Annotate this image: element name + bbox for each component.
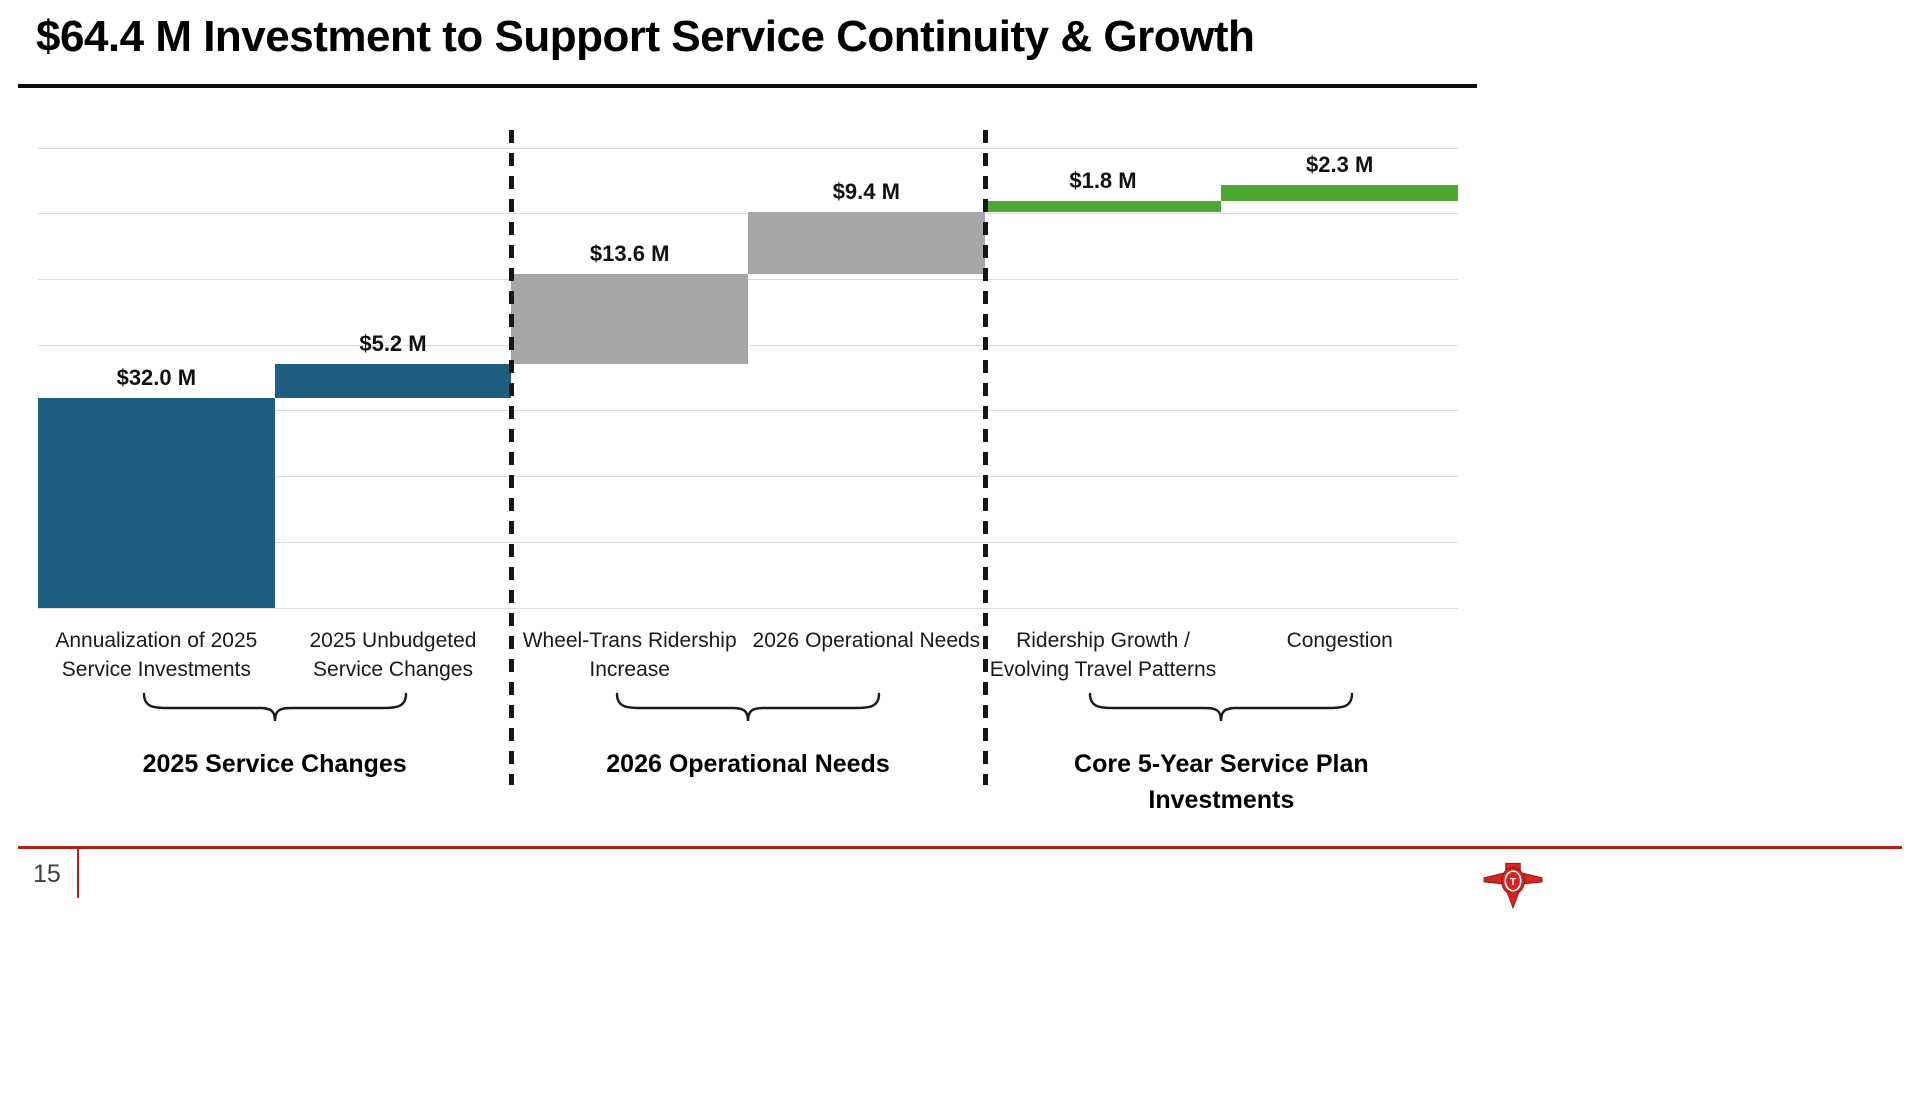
dashed-separator-1 <box>509 130 515 785</box>
gridline <box>38 607 1458 609</box>
gridline <box>38 147 1458 149</box>
group-brace-1 <box>142 692 407 722</box>
category-label-6: Congestion <box>1286 629 1393 652</box>
chart-plot-area: $32.0 M $5.2 M $13.6 M $9.4 M $1.8 M $2.3 M <box>38 147 1458 609</box>
waterfall-bar-2 <box>274 363 512 398</box>
bar-value-label-6: $2.3 M <box>1306 152 1374 178</box>
group-brace-2 <box>615 692 881 722</box>
group-label-1: 2025 Service Changes <box>142 750 407 778</box>
category-label-4: 2026 Operational Needs <box>752 629 981 652</box>
title-underline <box>18 84 1477 88</box>
gridline <box>38 410 1458 412</box>
category-label-3: Wheel-Trans Ridership Increase <box>522 629 737 682</box>
gridline <box>38 541 1458 543</box>
bar-value-label-3: $13.6 M <box>589 241 670 267</box>
footer-rule <box>18 846 1902 849</box>
category-label-5: Ridership Growth / Evolving Travel Patter… <box>989 629 1217 682</box>
category-label-row: Annualization of 2025 Service Investments… <box>38 626 1458 685</box>
bar-value-label-2: $5.2 M <box>359 330 427 356</box>
gridline <box>38 344 1458 346</box>
category-label-2: 2025 Unbudgeted Service Changes <box>309 629 477 682</box>
bar-value-label-4: $9.4 M <box>832 179 900 205</box>
waterfall-bar-1 <box>38 397 275 608</box>
category-label-1: Annualization of 2025 Service Investments <box>55 629 258 682</box>
waterfall-bar-5 <box>984 200 1222 213</box>
gridline <box>38 476 1458 478</box>
slide-title: $64.4 M Investment to Support Service Co… <box>36 12 1255 61</box>
waterfall-bar-3 <box>511 274 748 364</box>
page-number: 15 <box>33 860 61 888</box>
waterfall-bar-6 <box>1221 185 1458 201</box>
gridline <box>38 278 1458 280</box>
bar-value-label-5: $1.8 M <box>1069 167 1137 193</box>
group-label-2: 2026 Operational Needs <box>606 750 890 778</box>
ttc-logo: T <box>1483 862 1543 910</box>
group-label-3: Core 5-Year Service Plan Investments <box>1074 750 1369 815</box>
bar-value-label-1: $32.0 M <box>116 364 197 390</box>
page-number-divider <box>77 849 79 898</box>
svg-text:T: T <box>1510 877 1517 888</box>
dashed-separator-2 <box>982 130 988 785</box>
group-brace-3 <box>1089 692 1354 722</box>
waterfall-bar-4 <box>748 212 985 275</box>
